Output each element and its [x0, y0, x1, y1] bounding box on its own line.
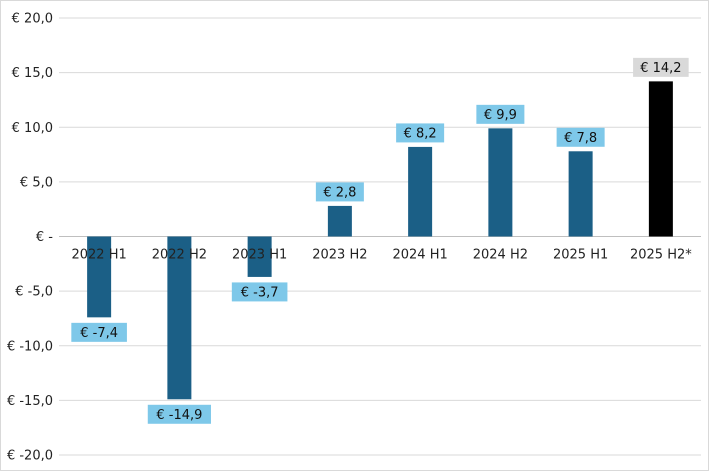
- data-label: € 8,2: [396, 123, 445, 143]
- data-label-text: € 9,9: [484, 108, 517, 123]
- category-label: 2025 H1: [553, 248, 608, 263]
- data-label-box: [231, 282, 288, 302]
- data-labels: € -7,4 € -14,9 € -3,7 € 2,8 € 8,2 € 9,9 € 7,8 €…: [71, 57, 689, 424]
- bar: [568, 151, 593, 237]
- data-label-text: € -7,4: [80, 326, 118, 341]
- y-tick-label: € -20,0: [7, 449, 53, 464]
- y-tick-label: € -: [36, 230, 53, 245]
- data-label-text: € 14,2: [640, 61, 681, 76]
- data-label-box: [396, 123, 445, 143]
- category-label: 2024 H1: [392, 248, 447, 263]
- data-label-box: [315, 182, 364, 202]
- category-labels: 2022 H1 2022 H2 2023 H1 2023 H2 2024 H1 2024 …: [71, 248, 692, 263]
- data-label: € 2,8: [315, 182, 364, 202]
- data-label-box: [71, 322, 127, 342]
- bar: [167, 236, 192, 400]
- category-label: 2025 H2*: [630, 248, 692, 263]
- category-label: 2022 H2: [152, 248, 207, 263]
- bars: [87, 81, 673, 400]
- data-label: € -14,9: [147, 404, 211, 424]
- y-tick-label: € 15,0: [12, 66, 53, 81]
- y-axis-tick-labels: € 20,0 € 15,0 € 10,0 € 5,0 € - € -5,0 € -10,0 €…: [7, 12, 53, 464]
- data-label: € 14,2: [633, 57, 689, 77]
- bar: [247, 236, 272, 277]
- bar: [327, 205, 352, 237]
- data-label-text: € 8,2: [404, 126, 437, 141]
- data-label: € 7,8: [556, 127, 605, 147]
- y-tick-label: € 20,0: [12, 12, 53, 27]
- category-label: 2023 H1: [232, 248, 287, 263]
- y-tick-label: € 10,0: [12, 121, 53, 136]
- bar: [648, 81, 673, 237]
- bar: [488, 128, 513, 237]
- category-label: 2024 H2: [473, 248, 528, 263]
- y-tick-label: € -5,0: [15, 285, 53, 300]
- data-label: € -7,4: [71, 322, 127, 342]
- y-tick-label: € 5,0: [20, 175, 53, 190]
- category-label: 2023 H2: [312, 248, 367, 263]
- data-label-text: € 7,8: [564, 131, 597, 146]
- category-label: 2022 H1: [71, 248, 126, 263]
- data-label-box: [147, 404, 211, 424]
- gridlines: [59, 17, 701, 456]
- data-label-box: [476, 104, 525, 124]
- y-tick-label: € -15,0: [7, 394, 53, 409]
- data-label-text: € 2,8: [323, 185, 356, 200]
- data-label: € -3,7: [231, 282, 288, 302]
- data-label: € 9,9: [476, 104, 525, 124]
- data-label-text: € -3,7: [241, 285, 279, 300]
- bar: [408, 146, 433, 237]
- data-label-text: € -14,9: [156, 408, 202, 423]
- y-tick-label: € -10,0: [7, 339, 53, 354]
- data-label-box: [556, 127, 605, 147]
- bar: [87, 236, 112, 318]
- data-label-box: [633, 57, 689, 77]
